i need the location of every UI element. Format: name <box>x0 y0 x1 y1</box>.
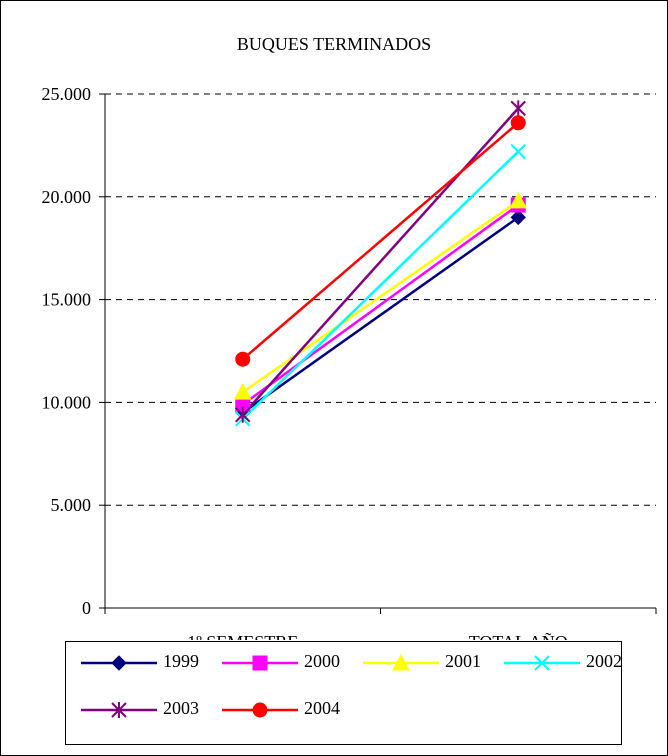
series-line-2002 <box>241 150 520 420</box>
legend-swatch <box>81 702 157 718</box>
legend-item-2000: 2000 <box>220 649 355 677</box>
y-tick-label: 0 <box>82 598 91 618</box>
plot-area: 0 5.000 10.000 15.000 20.000 25.000 1º SEMESTR… <box>42 84 657 640</box>
legend-label: 2002 <box>586 651 622 671</box>
legend-item-2003: 2003 <box>79 696 214 724</box>
series-line-2004 <box>241 121 520 361</box>
chart-title: BUQUES TERMINADOS <box>236 34 432 54</box>
data-point-1999 <box>510 209 526 226</box>
legend-label: 2004 <box>304 698 340 718</box>
legend-label: 2003 <box>163 698 199 718</box>
x-tick-label: 1º SEMESTRE <box>187 632 298 640</box>
x-tick-label: TOTAL AÑO <box>469 631 568 640</box>
data-point-2003 <box>510 100 526 117</box>
legend-label: 2001 <box>445 651 481 671</box>
y-tick-label: 15.000 <box>42 290 92 310</box>
series-line-1999 <box>242 216 519 414</box>
data-point-2001 <box>509 191 528 209</box>
legend-item-2004: 2004 <box>220 696 355 724</box>
series-line-2000 <box>242 204 519 406</box>
legend-swatch <box>363 653 439 671</box>
legend-swatch <box>222 702 298 718</box>
legend-swatch <box>81 655 157 671</box>
y-tick-label: 20.000 <box>42 187 92 207</box>
data-point-2003 <box>235 406 251 423</box>
legend-label: 1999 <box>163 651 199 671</box>
data-point-2002 <box>510 143 526 160</box>
y-tick-label: 10.000 <box>42 392 92 412</box>
y-tick-label: 25.000 <box>42 84 92 104</box>
legend-marker <box>111 655 127 671</box>
legend-label: 2000 <box>304 651 340 671</box>
legend-marker <box>252 655 268 671</box>
legend: 1999 2000 2001 2002 2003 2004 <box>65 641 622 745</box>
legend-marker <box>111 702 127 718</box>
data-point-2004 <box>235 351 251 367</box>
series-line-2003 <box>241 107 520 416</box>
legend-marker <box>534 655 550 671</box>
legend-item-2002: 2002 <box>502 649 637 677</box>
legend-item-1999: 1999 <box>79 649 214 677</box>
data-point-2004 <box>510 115 526 131</box>
legend-item-2001: 2001 <box>361 649 496 677</box>
legend-swatch <box>504 655 580 671</box>
data-point-2001 <box>233 383 252 400</box>
legend-swatch <box>222 655 298 671</box>
y-tick-label: 5.000 <box>51 495 92 515</box>
legend-marker <box>252 702 268 718</box>
series-line-2001 <box>242 199 519 394</box>
legend-marker <box>392 653 410 671</box>
